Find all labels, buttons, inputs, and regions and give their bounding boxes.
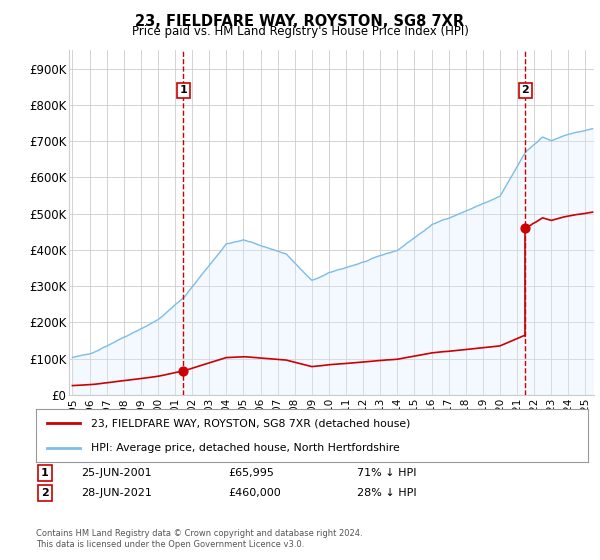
Point	[521, 223, 530, 232]
Text: 1: 1	[179, 85, 187, 95]
Text: 25-JUN-2001: 25-JUN-2001	[81, 468, 152, 478]
Text: £65,995: £65,995	[228, 468, 274, 478]
Text: 28% ↓ HPI: 28% ↓ HPI	[357, 488, 416, 498]
Text: 2: 2	[41, 488, 49, 498]
Text: 28-JUN-2021: 28-JUN-2021	[81, 488, 152, 498]
Text: HPI: Average price, detached house, North Hertfordshire: HPI: Average price, detached house, Nort…	[91, 442, 400, 452]
Text: 1: 1	[41, 468, 49, 478]
Text: 71% ↓ HPI: 71% ↓ HPI	[357, 468, 416, 478]
Text: 23, FIELDFARE WAY, ROYSTON, SG8 7XR: 23, FIELDFARE WAY, ROYSTON, SG8 7XR	[136, 14, 464, 29]
Point	[179, 366, 188, 375]
Text: Contains HM Land Registry data © Crown copyright and database right 2024.
This d: Contains HM Land Registry data © Crown c…	[36, 529, 362, 549]
Text: 23, FIELDFARE WAY, ROYSTON, SG8 7XR (detached house): 23, FIELDFARE WAY, ROYSTON, SG8 7XR (det…	[91, 418, 410, 428]
Text: Price paid vs. HM Land Registry's House Price Index (HPI): Price paid vs. HM Land Registry's House …	[131, 25, 469, 38]
Text: £460,000: £460,000	[228, 488, 281, 498]
Text: 2: 2	[521, 85, 529, 95]
